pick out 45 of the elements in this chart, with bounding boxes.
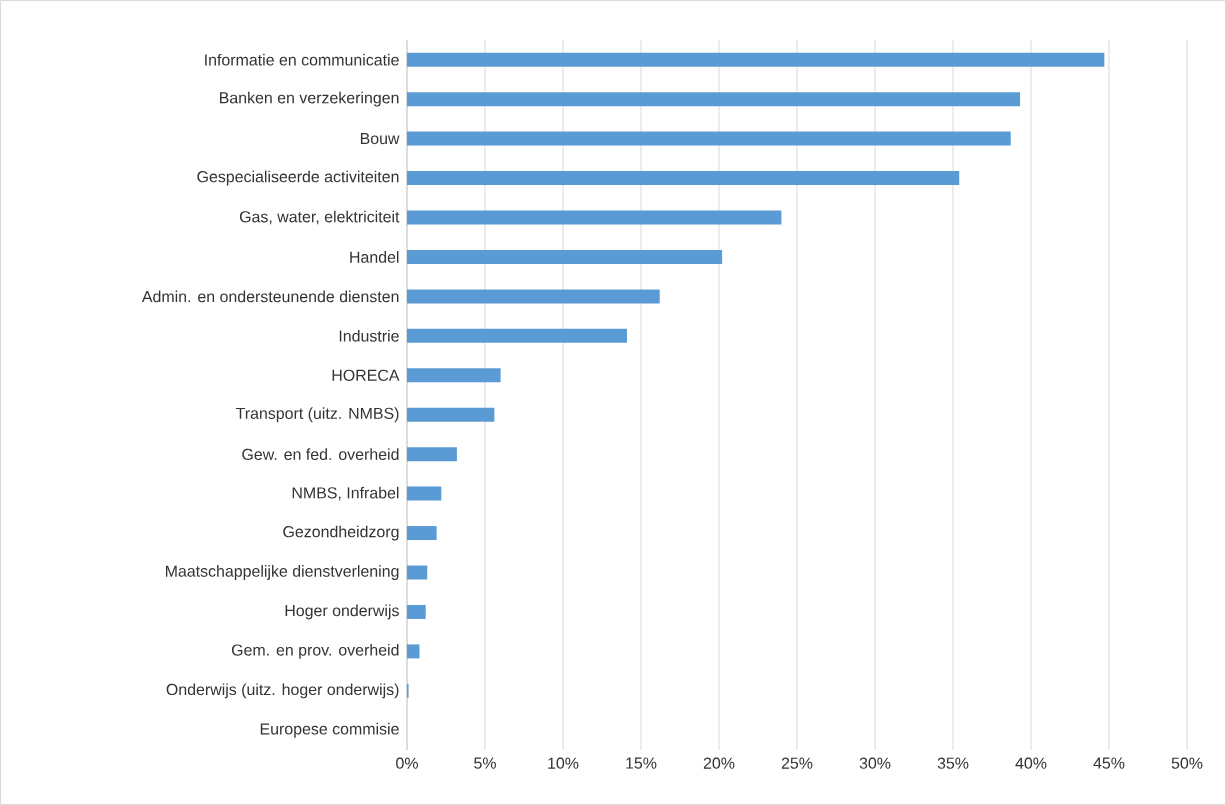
bar xyxy=(407,52,1105,67)
y-tick-label: Maatschappelijke dienstverlening xyxy=(165,565,399,580)
bar xyxy=(407,604,426,619)
bar xyxy=(407,131,1011,146)
y-tick-label: Gespecialiseerde activiteiten xyxy=(197,170,399,186)
x-tick-label: 15% xyxy=(626,757,657,769)
bar xyxy=(407,289,660,304)
bar xyxy=(407,249,723,264)
bar xyxy=(407,92,1021,107)
bar xyxy=(407,526,437,541)
y-tick-label: Industrie xyxy=(339,329,399,342)
y-tick-label: Europese commisie xyxy=(260,722,399,738)
x-tick-label: 30% xyxy=(859,757,891,769)
y-tick-label: NMBS, Infrabel xyxy=(292,486,399,501)
x-tick-label: 5% xyxy=(474,757,496,769)
y-tick-label: Banken en verzekeringen xyxy=(220,91,399,107)
bar xyxy=(407,328,627,343)
bar xyxy=(407,210,782,225)
bar xyxy=(407,644,420,659)
y-tick-label: Onderwijs (uitz. hoger onderwijs) xyxy=(166,683,399,699)
y-tick-label: Informatie en communicatie xyxy=(205,53,399,66)
bar xyxy=(407,447,457,462)
bar xyxy=(407,565,428,580)
y-tick-label: Handel xyxy=(350,251,399,263)
y-tick-label: Bouw xyxy=(360,133,400,145)
y-tick-label: Gezondheidzorg xyxy=(283,525,399,541)
y-tick-label: Gem. en prov. overheid xyxy=(231,643,399,659)
bar xyxy=(407,407,495,422)
bar xyxy=(407,171,960,186)
bar xyxy=(407,486,442,501)
x-tick-label: 50% xyxy=(1171,757,1203,769)
y-tick-label: Transport (uitz. NMBS) xyxy=(235,407,399,423)
y-tick-label: Hoger onderwijs xyxy=(285,604,399,620)
x-tick-label: 35% xyxy=(937,757,969,769)
bar xyxy=(407,368,501,383)
x-tick-label: 10% xyxy=(548,757,579,769)
x-tick-label: 25% xyxy=(781,757,813,769)
y-tick-label: Admin. en ondersteunende diensten xyxy=(141,290,399,303)
x-tick-label: 45% xyxy=(1093,757,1125,769)
x-tick-label: 40% xyxy=(1015,757,1047,769)
x-tick-label: 20% xyxy=(703,757,735,769)
y-tick-label: Gas, water, elektriciteit xyxy=(239,210,400,225)
y-tick-label: HORECA xyxy=(332,369,400,381)
x-tick-label: 0% xyxy=(396,757,418,769)
y-tick-label: Gew. en fed. overheid xyxy=(242,448,399,461)
